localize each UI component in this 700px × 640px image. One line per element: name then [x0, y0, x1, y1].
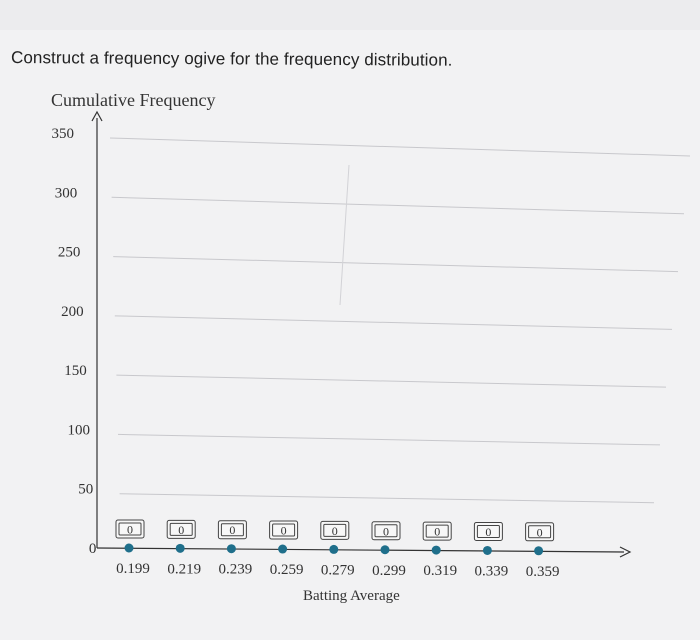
- x-tick-label: 0.319: [423, 563, 457, 579]
- ogive-point-handle[interactable]: [175, 543, 185, 553]
- frequency-input-box[interactable]: 0: [269, 520, 299, 540]
- ogive-point-handle[interactable]: [380, 545, 390, 555]
- grid-line: [339, 164, 350, 306]
- grid-line: [116, 374, 667, 388]
- x-tick-label: 0.219: [167, 561, 201, 577]
- frequency-input-box[interactable]: 0: [166, 519, 196, 539]
- y-tick-label: 350: [52, 126, 75, 142]
- frequency-input-box[interactable]: 0: [525, 522, 555, 542]
- y-axis-label: Cumulative Frequency: [51, 90, 216, 110]
- frequency-input-box[interactable]: 0: [320, 520, 350, 540]
- y-tick-label: 50: [78, 482, 93, 498]
- frequency-input-value: 0: [332, 524, 338, 538]
- grid-line: [111, 196, 685, 215]
- ogive-point-handle[interactable]: [431, 545, 441, 555]
- frequency-input-value: 0: [383, 524, 389, 538]
- x-axis-label: Batting Average: [303, 588, 400, 604]
- frequency-input-value: 0: [229, 523, 235, 537]
- frequency-input-box[interactable]: 0: [371, 521, 401, 541]
- x-tick-label: 0.259: [270, 562, 304, 578]
- frequency-input-value: 0: [434, 525, 440, 539]
- frequency-input-box[interactable]: 0: [115, 519, 145, 539]
- y-axis-arrow-icon: [91, 110, 103, 122]
- grid-line: [114, 315, 673, 330]
- ogive-point-handle[interactable]: [329, 544, 339, 554]
- frequency-input-box[interactable]: 0: [217, 520, 247, 540]
- ogive-point-handle[interactable]: [226, 544, 236, 554]
- x-tick-label: 0.359: [526, 564, 560, 580]
- ogive-point-handle[interactable]: [534, 546, 544, 556]
- question-panel: [0, 30, 700, 640]
- y-tick-label: 0: [89, 541, 97, 557]
- frequency-input-value: 0: [537, 525, 543, 539]
- ogive-point-handle[interactable]: [482, 545, 492, 555]
- y-tick-label: 150: [64, 363, 87, 379]
- x-tick-label: 0.279: [321, 562, 355, 578]
- frequency-input-box[interactable]: 0: [422, 521, 452, 541]
- y-tick-label: 200: [61, 304, 84, 320]
- x-tick-label: 0.239: [219, 562, 253, 578]
- grid-line: [119, 493, 655, 504]
- frequency-input-value: 0: [127, 523, 133, 537]
- grid-line: [113, 256, 679, 273]
- frequency-input-value: 0: [178, 523, 184, 537]
- ogive-point-handle[interactable]: [278, 544, 288, 554]
- frequency-input-value: 0: [281, 524, 287, 538]
- grid-line: [117, 433, 661, 446]
- frequency-input-box[interactable]: 0: [473, 521, 503, 541]
- x-tick-label: 0.299: [372, 563, 406, 579]
- x-tick-label: 0.339: [475, 563, 509, 579]
- y-tick-label: 300: [55, 185, 78, 201]
- x-axis-arrow-icon: [619, 546, 632, 558]
- ogive-point-handle[interactable]: [124, 543, 134, 553]
- frequency-input-value: 0: [485, 525, 491, 539]
- x-tick-label: 0.199: [116, 561, 150, 577]
- y-tick-label: 100: [68, 422, 91, 438]
- y-tick-label: 250: [58, 245, 81, 261]
- grid-line: [109, 137, 691, 157]
